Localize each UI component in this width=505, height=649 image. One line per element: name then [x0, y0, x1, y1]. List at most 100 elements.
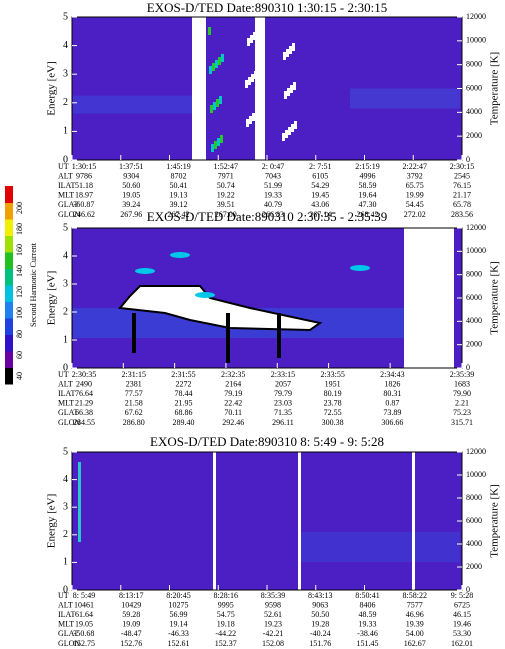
speckle: [294, 121, 297, 129]
table-cell: 2272: [175, 379, 191, 388]
table-cell: 39.24: [122, 200, 140, 209]
table-cell: 58.59: [359, 181, 377, 190]
table-cell: 52.61: [264, 610, 282, 619]
table-cell: 8: 5:49: [73, 591, 95, 600]
y-tick-label: 5: [63, 222, 68, 233]
table-cell: 40.79: [264, 200, 282, 209]
table-cell: 2545: [454, 171, 470, 180]
table-cell: 8:50:41: [355, 591, 379, 600]
colorbar-tick: 40: [15, 372, 24, 380]
table-cell: 2:30:35: [72, 370, 96, 379]
speckle: [216, 99, 219, 107]
row-label: ILAT: [58, 610, 75, 619]
speckle: [213, 102, 216, 110]
y-tick-label: 4: [63, 40, 68, 51]
speckle: [212, 63, 215, 71]
table-cell: 77.57: [125, 389, 143, 398]
table-cell: 50.60: [122, 181, 140, 190]
table-cell: 152.75: [73, 639, 95, 648]
speckle: [209, 66, 212, 74]
table-cell: 2490: [76, 379, 92, 388]
spike: [277, 313, 281, 358]
table-cell: 267.00: [215, 210, 237, 219]
y2-label: Temperature [K]: [489, 484, 501, 557]
speckle: [250, 35, 253, 43]
table-cell: 2:33:15: [271, 370, 295, 379]
colorbar-step: [5, 202, 13, 220]
table-cell: 19.18: [217, 620, 235, 629]
row-label: ILAT: [58, 181, 75, 190]
y-tick-label: 4: [63, 250, 68, 261]
table-cell: 72.55: [324, 408, 342, 417]
table-cell: -40.24: [310, 629, 331, 638]
table-cell: 2:31:15: [122, 370, 146, 379]
table-cell: 1:37:51: [119, 162, 143, 171]
blob: [350, 265, 370, 271]
y-tick-label: 2: [63, 97, 68, 108]
table-cell: 2: 7:51: [309, 162, 331, 171]
table-cell: 73.89: [383, 408, 401, 417]
band: [73, 95, 193, 114]
table-cell: 10461: [74, 600, 94, 609]
table-cell: 76.64: [75, 389, 93, 398]
table-cell: 47.30: [359, 200, 377, 209]
row-label: UT: [58, 370, 69, 379]
y2-tick-label: 0: [466, 155, 470, 164]
panel-title: EXOS-D/TED Date:890310 2:30:35 - 2:35:39: [147, 209, 387, 224]
table-cell: 9304: [123, 171, 139, 180]
gap: [404, 228, 454, 368]
table-cell: 162.01: [451, 639, 473, 648]
y-label: Energy [eV]: [46, 61, 58, 115]
speckle: [289, 46, 292, 54]
table-cell: 289.40: [172, 418, 194, 427]
table-cell: -44.22: [215, 629, 236, 638]
y2-tick-label: 4000: [466, 107, 482, 116]
speckle: [283, 52, 286, 60]
colorbar-tick: 80: [15, 330, 24, 338]
table-cell: 2: 0:47: [262, 162, 284, 171]
table-cell: 10275: [169, 600, 189, 609]
spike: [78, 462, 81, 542]
row-label: GLON: [58, 418, 80, 427]
table-cell: 79.90: [453, 389, 471, 398]
table-cell: 46.15: [453, 610, 471, 619]
table-cell: 6105: [312, 171, 328, 180]
colorbar-tick: 200: [15, 202, 24, 214]
table-cell: 8:43:13: [308, 591, 332, 600]
table-cell: 43.06: [311, 200, 329, 209]
table-cell: 246.62: [73, 210, 95, 219]
table-cell: 2.21: [455, 399, 469, 408]
speckle: [286, 49, 289, 57]
table-cell: 19.46: [453, 620, 471, 629]
band: [300, 532, 460, 562]
speckle: [210, 105, 213, 113]
table-cell: 2:32:35: [221, 370, 245, 379]
table-cell: 3792: [407, 171, 423, 180]
speckle: [284, 91, 287, 99]
panel-title: EXOS-D/TED Date:890310 8: 5:49 - 9: 5:28: [150, 434, 384, 449]
table-cell: 19.09: [122, 620, 140, 629]
speckle: [248, 77, 251, 85]
table-cell: 19.14: [170, 620, 188, 629]
table-cell: 18.97: [75, 191, 93, 200]
table-cell: 2057: [275, 379, 291, 388]
speckle: [292, 43, 295, 51]
table-cell: 2:31:55: [171, 370, 195, 379]
y2-label: Temperature [K]: [489, 52, 501, 125]
table-cell: 9598: [265, 600, 281, 609]
table-cell: 54.45: [406, 200, 424, 209]
table-cell: -50.68: [74, 629, 95, 638]
colorbar-step: [5, 351, 13, 368]
table-cell: 1:52:47: [214, 162, 238, 171]
speckle: [291, 124, 294, 132]
colorbar-step: [5, 367, 13, 385]
table-cell: 79.19: [224, 389, 242, 398]
table-cell: 61.64: [75, 610, 93, 619]
speckle: [211, 144, 214, 152]
colorbar-step: [5, 252, 13, 269]
speckle: [290, 85, 293, 93]
table-cell: 19.22: [217, 191, 235, 200]
table-cell: 284.55: [73, 418, 95, 427]
table-cell: 292.46: [222, 418, 244, 427]
spectrogram: [71, 451, 463, 591]
